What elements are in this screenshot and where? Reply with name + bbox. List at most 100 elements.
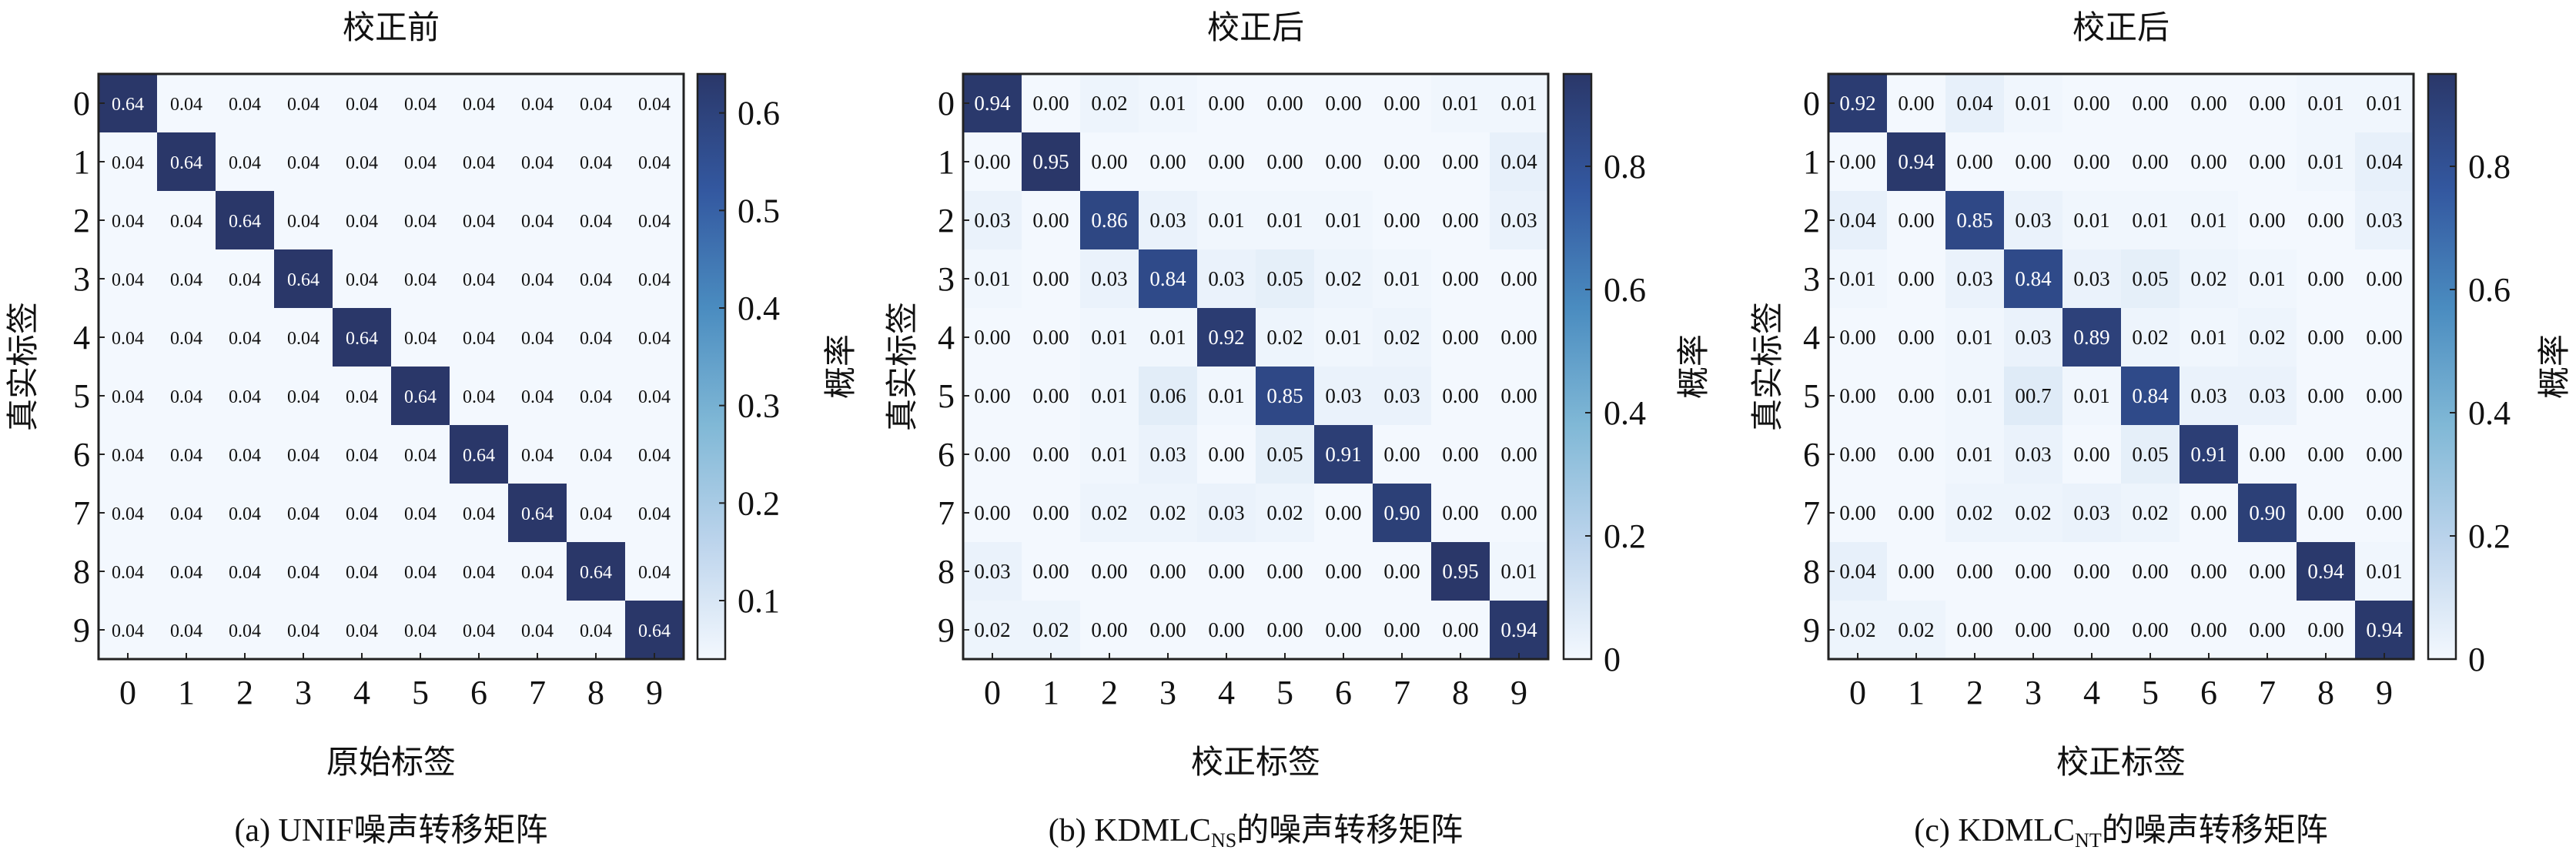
cell-fill (963, 542, 1022, 601)
cell-label: 0.04 (346, 446, 378, 466)
cell-fill (333, 132, 392, 192)
heatmap-cell: 0.00 (1431, 367, 1490, 426)
cell-fill (216, 542, 275, 601)
cell-label: 0.02 (2132, 501, 2168, 524)
heatmap-cell: 0.04 (216, 601, 275, 660)
cell-label: 0.00 (1839, 384, 1875, 407)
cell-label: 0.00 (1208, 618, 1244, 641)
heatmap-cell: 0.04 (274, 601, 333, 660)
cell-label: 0.00 (1032, 326, 1069, 349)
cell-label: 0.00 (1839, 501, 1875, 524)
colorbar-tick-label: 0.8 (2468, 148, 2511, 186)
heatmap-cell: 0.00 (1197, 132, 1256, 192)
cell-label: 0.04 (229, 95, 261, 115)
cell-label: 0.64 (287, 270, 319, 290)
cell-label: 0.01 (1091, 443, 1127, 466)
cell-label: 0.01 (1500, 92, 1537, 115)
cell-label: 0.04 (112, 563, 144, 583)
cell-label: 0.04 (287, 563, 319, 583)
cell-fill (216, 367, 275, 426)
cell-fill (1373, 191, 1432, 250)
heatmap-cell: 0.00 (2355, 249, 2414, 309)
heatmap-cell: 0.00 (2180, 74, 2239, 133)
cell-fill (963, 249, 1022, 309)
cell-label: 0.95 (1442, 560, 1478, 583)
cell-fill (450, 367, 509, 426)
heatmap-cell: 0.00 (1945, 601, 2005, 660)
cell-fill (508, 249, 567, 309)
cell-label: 0.01 (1149, 326, 1186, 349)
heatmap-cell: 0.00 (1139, 132, 1198, 192)
cell-label: 0.04 (2366, 150, 2403, 173)
cell-label: 0.94 (974, 92, 1011, 115)
cell-fill (1256, 132, 1315, 192)
heatmap-cell: 0.02 (1887, 601, 1946, 660)
cell-label: 0.01 (1442, 92, 1478, 115)
cell-label: 0.00 (2073, 443, 2109, 466)
cell-label: 0.00 (2015, 560, 2051, 583)
cell-fill (1490, 74, 1549, 133)
cell-label: 0.00 (2307, 267, 2343, 290)
cell-fill (625, 542, 684, 601)
heatmap-cell: 0.00 (2180, 601, 2239, 660)
heatmap-cell: 0.94 (2355, 601, 2414, 660)
cell-label: 0.00 (1442, 150, 1478, 173)
y-tick-label: 1 (1803, 143, 1820, 181)
cell-label: 0.04 (346, 387, 378, 407)
heatmap-cell: 0.04 (157, 601, 216, 660)
cell-fill (2180, 601, 2239, 660)
cell-label: 0.00 (1898, 443, 1934, 466)
cell-fill (99, 484, 158, 543)
cell-label: 0.04 (287, 212, 319, 232)
cell-label: 0.00 (1383, 443, 1420, 466)
cell-label: 0.00 (1442, 326, 1478, 349)
cell-fill (391, 425, 450, 484)
cell-label: 0.00 (1325, 92, 1361, 115)
heatmap-cell: 0.03 (2180, 367, 2239, 426)
cell-label: 0.00 (2015, 150, 2051, 173)
colorbar-tick-label: 0.4 (2468, 394, 2511, 432)
colorbar-label: 概率 (2537, 334, 2573, 399)
cell-fill (2238, 542, 2297, 601)
cell-fill (625, 132, 684, 192)
cell-fill (2004, 425, 2063, 484)
x-tick-label: 8 (2317, 674, 2334, 711)
cell-label: 0.00 (1091, 560, 1127, 583)
y-tick-label: 9 (73, 611, 90, 649)
cell-fill (157, 74, 216, 133)
heatmap-cell: 0.00 (1887, 308, 1946, 367)
y-axis-label: 真实标签 (5, 302, 42, 431)
y-tick-label: 0 (73, 85, 90, 122)
cell-label: 0.04 (463, 270, 495, 290)
cell-fill (1431, 74, 1490, 133)
cell-label: 0.03 (974, 560, 1010, 583)
cell-fill (2062, 191, 2122, 250)
cell-fill (2121, 74, 2180, 133)
colorbar-tick-label: 0.2 (2468, 517, 2511, 555)
colorbar (2427, 72, 2457, 661)
x-tick-label: 8 (587, 674, 604, 711)
cell-label: 0.04 (346, 212, 378, 232)
cell-fill (1022, 308, 1081, 367)
heatmap-cell: 0.00 (1887, 74, 1946, 133)
cell-fill (1431, 132, 1490, 192)
cell-fill (963, 308, 1022, 367)
cell-fill (2238, 484, 2297, 543)
heatmap-cell: 0.90 (1373, 484, 1432, 543)
cell-label: 0.00 (2249, 618, 2285, 641)
heatmap-cell: 0.03 (2238, 367, 2297, 426)
cell-fill (99, 191, 158, 250)
cell-fill (216, 132, 275, 192)
colorbar-tick-label: 0.8 (1604, 148, 1646, 186)
cell-label: 0.00 (1208, 150, 1244, 173)
y-tick-label: 6 (73, 436, 90, 474)
cell-fill (99, 132, 158, 192)
cell-fill (2004, 367, 2063, 426)
cell-label: 0.01 (2132, 209, 2168, 232)
cell-label: 0.01 (2307, 92, 2343, 115)
x-axis-label: 原始标签 (326, 745, 456, 781)
cell-fill (157, 542, 216, 601)
cell-fill (1887, 484, 1946, 543)
cell-fill (333, 249, 392, 309)
cell-fill (1197, 74, 1256, 133)
